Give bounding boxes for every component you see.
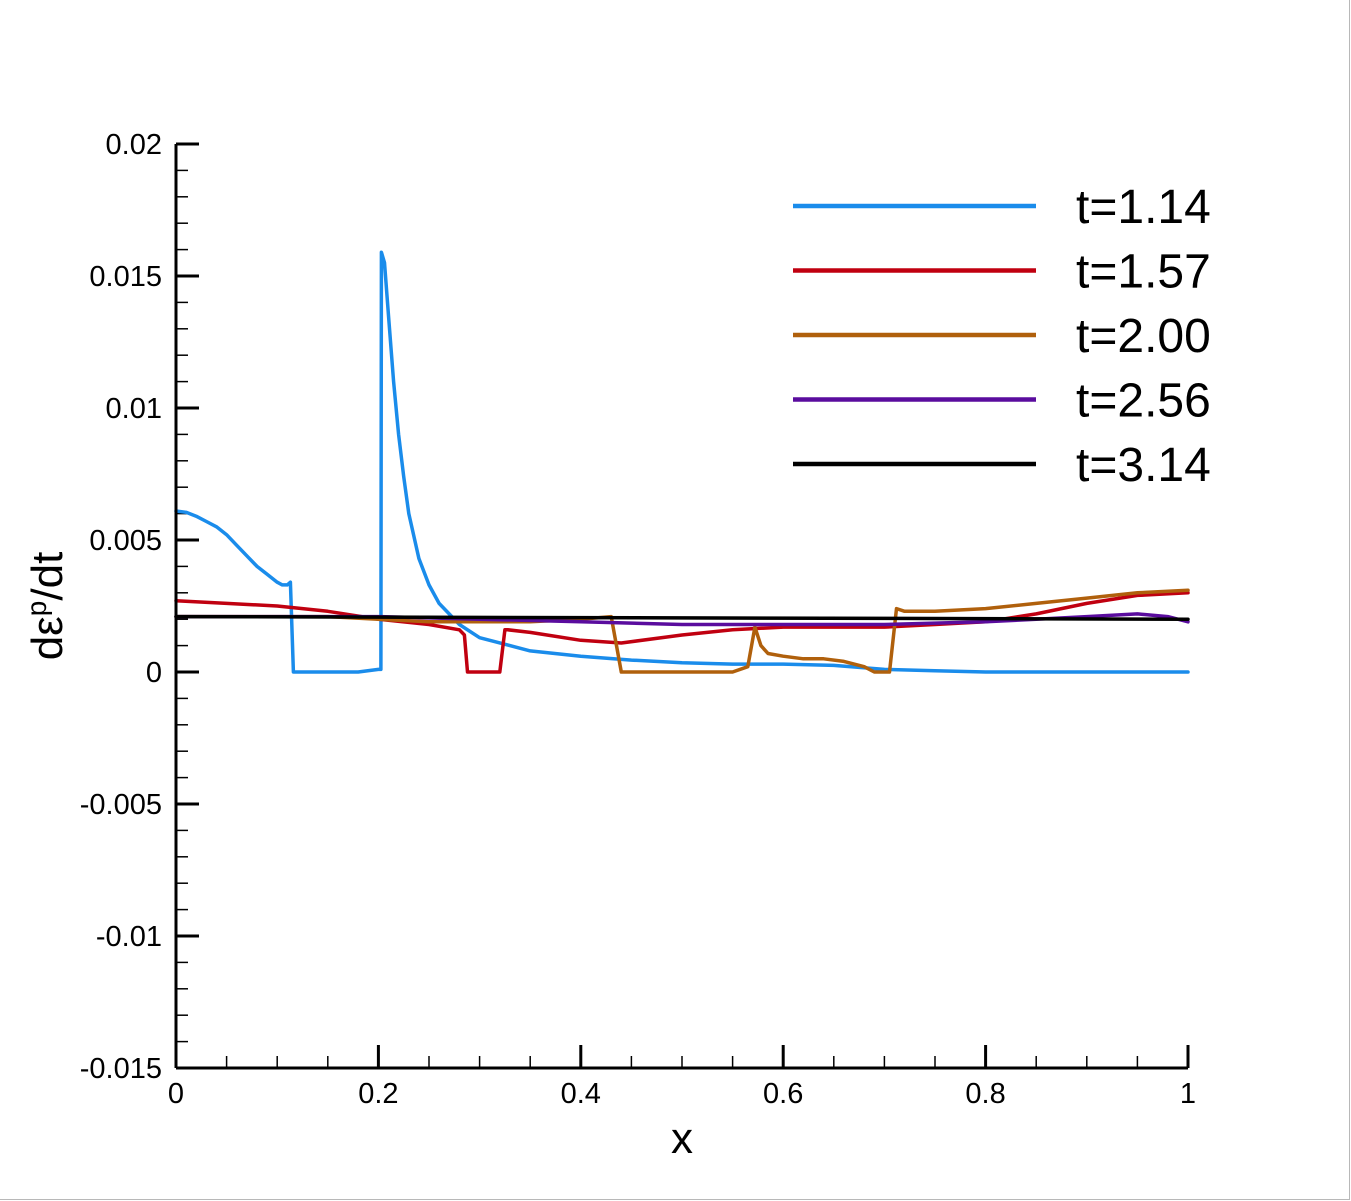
legend: t=1.14 t=1.57 t=2.00 t=2.56 t=3.14 xyxy=(793,181,1211,492)
legend-label: t=1.57 xyxy=(1076,246,1211,299)
axes-layer xyxy=(174,144,1188,1070)
series-layer xyxy=(174,250,1190,674)
x-tick-label: 0.6 xyxy=(763,1078,803,1110)
y-tick-label: 0.005 xyxy=(89,525,162,557)
y-tick-label: -0.015 xyxy=(80,1053,162,1085)
y-axis-title-superscript: p xyxy=(21,601,52,617)
legend-label: t=2.00 xyxy=(1076,310,1211,363)
y-axis-title-main: dε xyxy=(23,616,72,660)
ticks-layer: -0.015 -0.01 -0.005 0 0.005 0.01 0.015 0.02 0 0.2… xyxy=(80,129,1196,1110)
y-tick-label: -0.005 xyxy=(80,789,162,821)
legend-label: t=2.56 xyxy=(1076,375,1211,428)
legend-label: t=1.14 xyxy=(1076,181,1211,234)
x-tick-label: 0.8 xyxy=(965,1078,1005,1110)
x-tick-label: 0.2 xyxy=(358,1078,398,1110)
legend-label: t=3.14 xyxy=(1076,439,1211,492)
x-tick-label: 0.4 xyxy=(561,1078,601,1110)
y-axis-title: dεp/dt xyxy=(21,552,72,661)
y-tick-label: 0.01 xyxy=(106,393,162,425)
x-tick-label: 1 xyxy=(1180,1078,1196,1110)
y-tick-label: 0 xyxy=(146,657,162,689)
series-line-1 xyxy=(174,250,1190,674)
series-line-3 xyxy=(174,588,1190,674)
y-tick-label: 0.015 xyxy=(89,261,162,293)
x-axis-title: x xyxy=(671,1114,693,1163)
series-line-5 xyxy=(174,614,1190,621)
y-axis-title-tail: /dt xyxy=(23,552,72,601)
y-tick-label: 0.02 xyxy=(106,129,162,161)
x-tick-label: 0 xyxy=(168,1078,184,1110)
y-tick-label: -0.01 xyxy=(96,921,162,953)
labels-layer: x dεp/dt xyxy=(21,552,693,1163)
